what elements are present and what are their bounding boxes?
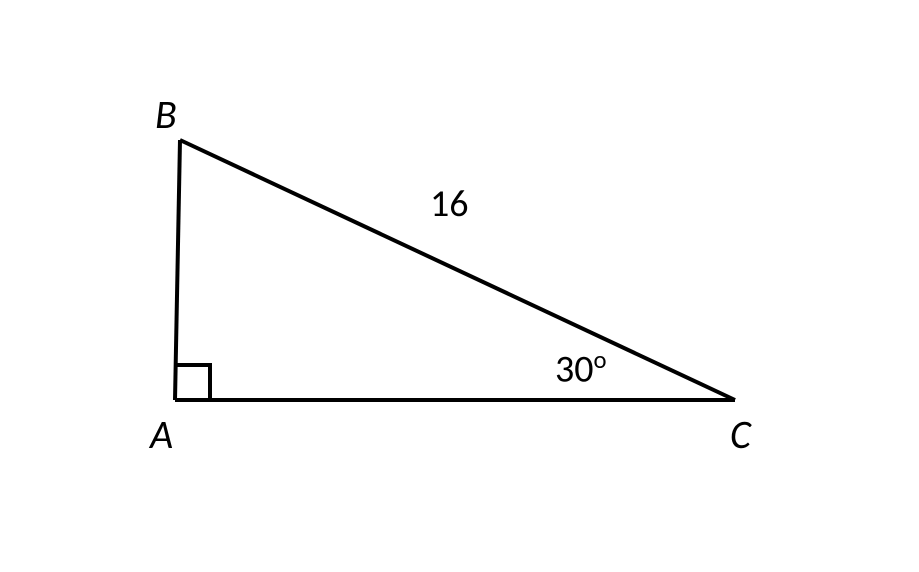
side-bc-hypotenuse [180, 140, 735, 400]
degree-symbol: o [594, 344, 607, 375]
angle-c-value: 30 [555, 347, 594, 393]
angle-c-label: 30o [555, 348, 607, 389]
side-ab [175, 140, 180, 400]
right-angle-marker [175, 365, 210, 400]
triangle-svg [0, 0, 919, 572]
diagram-stage: B A C 16 30o [0, 0, 919, 572]
hypotenuse-length: 16 [430, 185, 469, 223]
vertex-label-c: C [730, 415, 751, 455]
vertex-label-a: A [150, 415, 173, 455]
vertex-label-b: B [155, 95, 177, 135]
